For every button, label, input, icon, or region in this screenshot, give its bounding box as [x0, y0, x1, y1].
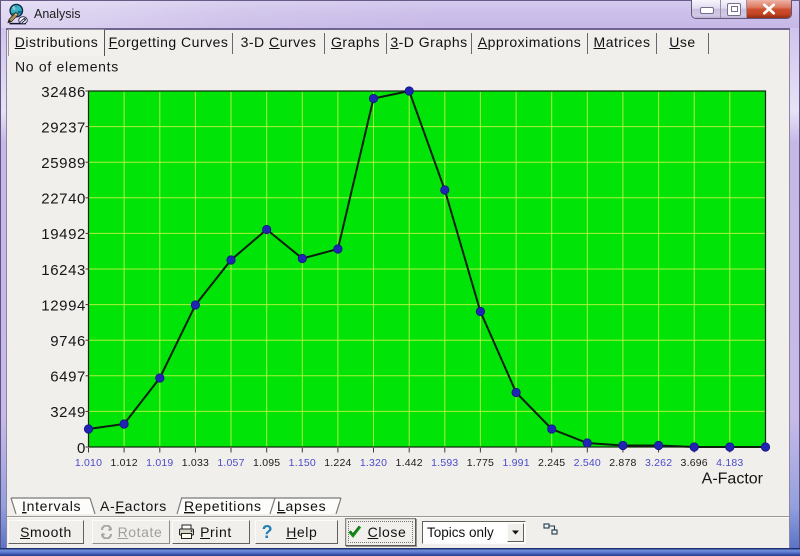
svg-text:12994: 12994 — [41, 297, 86, 314]
svg-text:1.224: 1.224 — [324, 457, 351, 469]
svg-text:16243: 16243 — [41, 262, 86, 279]
svg-text:Repetitions: Repetitions — [184, 498, 262, 514]
svg-text:3.262: 3.262 — [645, 457, 672, 469]
svg-text:A-Factor: A-Factor — [702, 471, 764, 488]
svg-text:19492: 19492 — [41, 226, 86, 243]
svg-text:No of elements: No of elements — [15, 59, 119, 75]
svg-text:1.012: 1.012 — [110, 457, 137, 469]
svg-text:3249: 3249 — [50, 404, 86, 421]
svg-text:25989: 25989 — [41, 155, 86, 172]
svg-text:2.540: 2.540 — [574, 457, 601, 469]
svg-text:1.320: 1.320 — [360, 457, 387, 469]
svg-text:32486: 32486 — [41, 84, 86, 101]
svg-text:1.010: 1.010 — [75, 457, 102, 469]
svg-text:1.057: 1.057 — [217, 457, 244, 469]
svg-text:3.696: 3.696 — [681, 457, 708, 469]
svg-text:Lapses: Lapses — [277, 498, 326, 514]
svg-text:4.183: 4.183 — [716, 457, 743, 469]
svg-text:A-Factors: A-Factors — [100, 498, 167, 514]
svg-text:1.019: 1.019 — [146, 457, 173, 469]
svg-text:1.593: 1.593 — [431, 457, 458, 469]
svg-text:2.878: 2.878 — [609, 457, 636, 469]
svg-text:1.775: 1.775 — [467, 457, 494, 469]
svg-text:1.095: 1.095 — [253, 457, 280, 469]
svg-text:22740: 22740 — [41, 191, 86, 208]
svg-text:2.245: 2.245 — [538, 457, 565, 469]
svg-text:29237: 29237 — [41, 119, 86, 136]
svg-text:1.150: 1.150 — [289, 457, 316, 469]
svg-text:1.033: 1.033 — [182, 457, 209, 469]
svg-text:1.442: 1.442 — [396, 457, 423, 469]
svg-text:0: 0 — [77, 440, 86, 457]
svg-text:1.991: 1.991 — [502, 457, 529, 469]
svg-text:Intervals: Intervals — [22, 498, 81, 514]
svg-text:6497: 6497 — [50, 369, 86, 386]
svg-text:9746: 9746 — [50, 333, 86, 350]
